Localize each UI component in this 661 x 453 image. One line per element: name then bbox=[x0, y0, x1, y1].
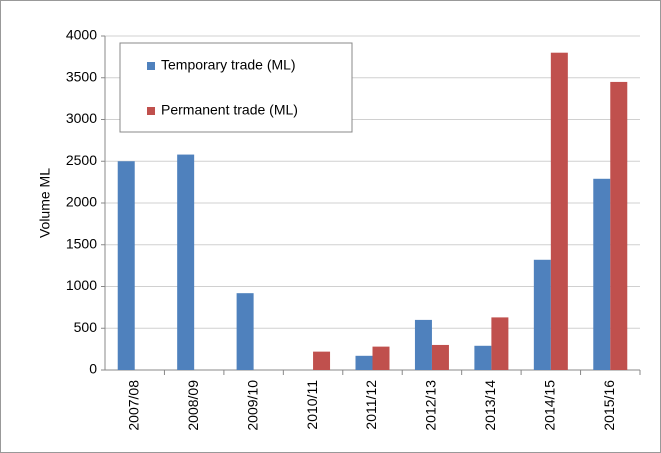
bar bbox=[610, 81, 628, 371]
legend-label: Temporary trade (ML) bbox=[161, 57, 296, 73]
y-tick-label: 0 bbox=[89, 361, 97, 377]
x-tick-label: 2008/09 bbox=[185, 380, 201, 431]
bar bbox=[474, 345, 492, 370]
y-tick-label: 3000 bbox=[66, 110, 97, 126]
bar bbox=[355, 355, 373, 370]
x-tick-label: 2012/13 bbox=[423, 380, 439, 431]
legend-label: Permanent trade (ML) bbox=[161, 102, 298, 118]
bar bbox=[414, 319, 432, 370]
x-tick-label: 2014/15 bbox=[542, 380, 558, 431]
y-axis-label: Volume ML bbox=[37, 168, 53, 238]
bar bbox=[372, 346, 390, 370]
bar bbox=[177, 154, 195, 370]
y-tick-label: 2000 bbox=[66, 194, 97, 210]
bar bbox=[313, 351, 331, 370]
legend-swatch bbox=[147, 62, 155, 70]
x-tick-label: 2015/16 bbox=[601, 380, 617, 431]
x-tick-label: 2007/08 bbox=[125, 380, 141, 431]
legend-swatch bbox=[147, 107, 155, 115]
bar bbox=[431, 344, 449, 370]
bar bbox=[491, 317, 509, 370]
bar bbox=[236, 293, 254, 370]
legend bbox=[119, 42, 353, 133]
bar bbox=[533, 259, 551, 370]
y-tick-label: 4000 bbox=[66, 27, 97, 43]
y-tick-label: 1000 bbox=[66, 277, 97, 293]
bar bbox=[117, 161, 135, 370]
y-tick-label: 3500 bbox=[66, 68, 97, 84]
x-tick-label: 2010/11 bbox=[304, 380, 320, 430]
x-tick-label: 2013/14 bbox=[482, 380, 498, 431]
x-tick-label: 2009/10 bbox=[244, 380, 260, 431]
y-tick-label: 1500 bbox=[66, 235, 97, 251]
bar bbox=[550, 52, 568, 370]
y-tick-label: 500 bbox=[74, 319, 98, 335]
bar bbox=[593, 178, 611, 370]
x-tick-label: 2011/12 bbox=[363, 380, 379, 430]
y-tick-label: 2500 bbox=[66, 152, 97, 168]
